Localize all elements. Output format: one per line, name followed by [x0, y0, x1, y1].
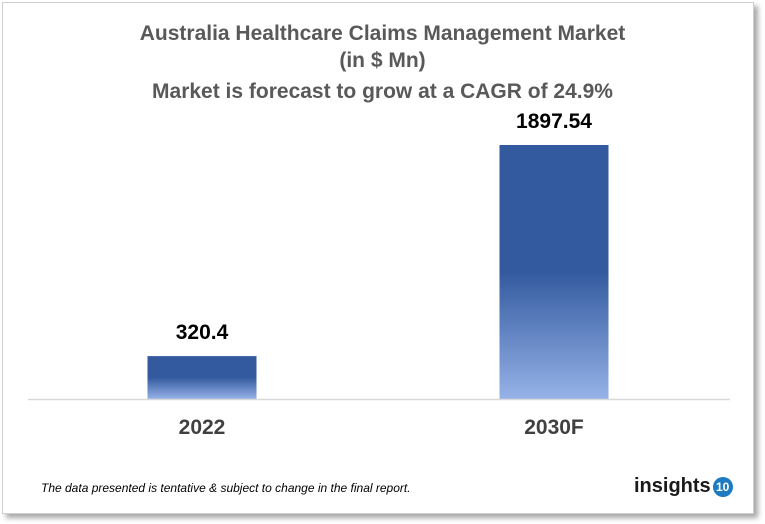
bar-2030f: [499, 145, 609, 399]
chart-subtitle: Market is forecast to grow at a CAGR of …: [152, 80, 613, 103]
logo-badge: 10: [712, 476, 733, 497]
footnote: The data presented is tentative & subjec…: [41, 481, 411, 495]
chart-frame: [2, 2, 754, 514]
bar-2022: [147, 356, 257, 399]
chart-title-line-1: Australia Healthcare Claims Management M…: [139, 22, 626, 45]
value-label-2030f: 1897.54: [516, 110, 592, 133]
category-label-2022: 2022: [178, 416, 226, 439]
logo-text: insights: [634, 475, 711, 497]
insights10-logo: insights 10: [634, 475, 733, 498]
value-label-2022: 320.4: [175, 321, 229, 345]
chart-title-line-2: (in $ Mn): [339, 49, 426, 72]
category-label-2030f: 2030F: [524, 416, 584, 439]
